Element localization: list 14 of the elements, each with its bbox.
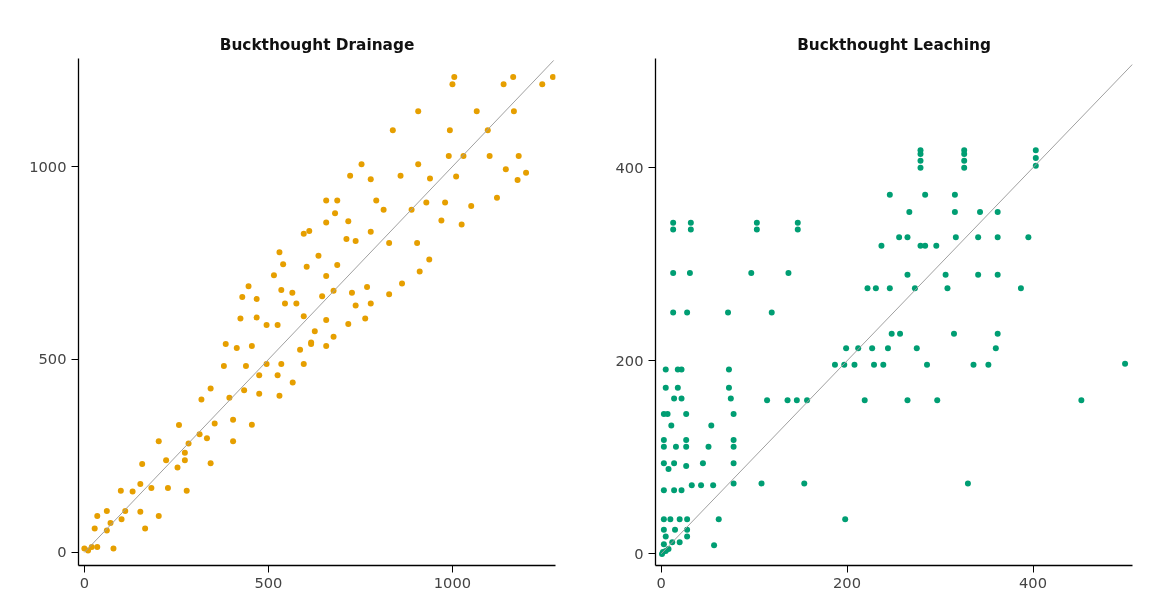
y-tick-label: 0: [634, 544, 644, 562]
x-tick-label: 500: [254, 573, 283, 591]
y-tick-label: 400: [615, 158, 644, 176]
x-tick-label: 200: [833, 573, 862, 591]
y-tick-label: 0: [57, 543, 67, 561]
x-tick-label: 400: [1019, 573, 1048, 591]
x-tick-label: 0: [656, 573, 666, 591]
chart-title: Buckthought Drainage: [219, 35, 415, 54]
chart-title: Buckthought Leaching: [797, 35, 991, 54]
y-tick-label: 500: [38, 350, 67, 368]
y-tick-label: 200: [615, 351, 644, 369]
y-tick-label: 1000: [29, 157, 67, 175]
x-tick-label: 1000: [433, 573, 472, 591]
x-tick-label: 0: [79, 573, 90, 591]
